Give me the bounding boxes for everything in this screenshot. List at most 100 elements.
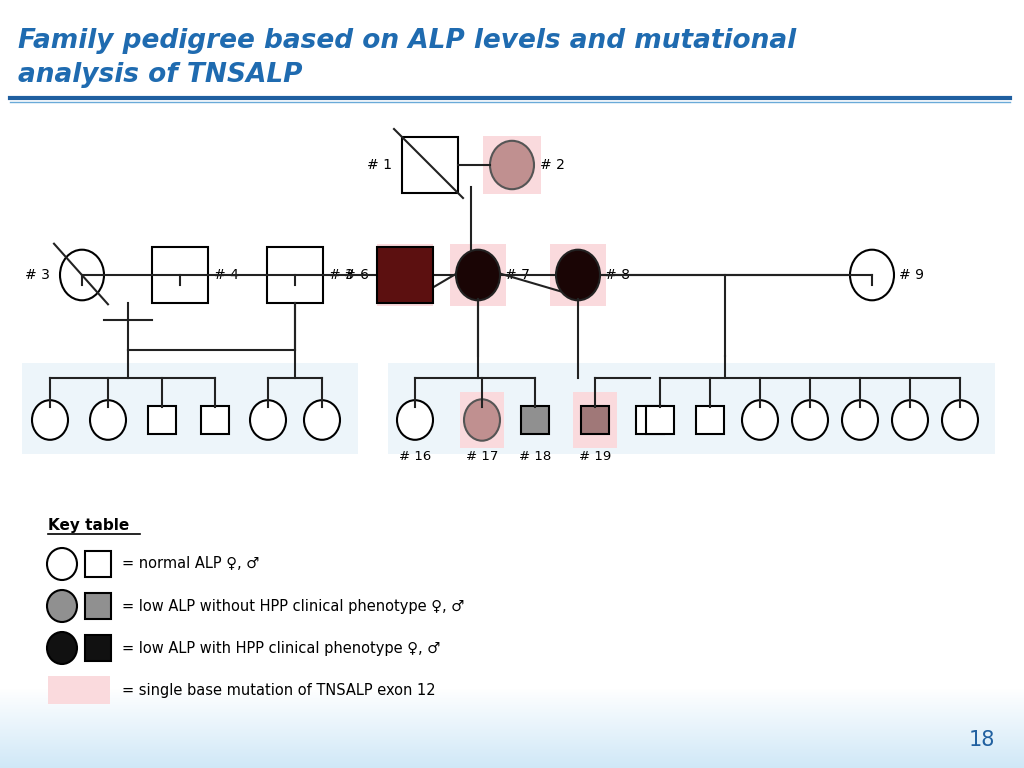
Bar xyxy=(0,757,1024,758)
Bar xyxy=(460,392,504,448)
Bar xyxy=(0,742,1024,743)
Text: # 3: # 3 xyxy=(26,268,50,282)
Bar xyxy=(0,735,1024,736)
Bar xyxy=(0,748,1024,749)
Bar xyxy=(0,691,1024,692)
Bar xyxy=(550,244,606,306)
Bar xyxy=(377,244,433,306)
Bar xyxy=(0,739,1024,740)
Bar xyxy=(646,406,674,434)
Bar xyxy=(85,635,111,661)
Bar xyxy=(0,715,1024,716)
Ellipse shape xyxy=(250,400,286,440)
Bar xyxy=(388,363,995,454)
Text: # 17: # 17 xyxy=(466,449,499,462)
Ellipse shape xyxy=(892,400,928,440)
Bar xyxy=(0,723,1024,724)
Bar xyxy=(0,749,1024,750)
Bar xyxy=(0,720,1024,721)
Ellipse shape xyxy=(464,399,500,441)
Bar xyxy=(0,751,1024,752)
Bar xyxy=(0,737,1024,738)
Bar xyxy=(0,728,1024,729)
Text: # 16: # 16 xyxy=(399,449,431,462)
Bar xyxy=(573,392,617,448)
Bar xyxy=(0,762,1024,763)
Text: Key table: Key table xyxy=(48,518,129,533)
Bar xyxy=(0,700,1024,701)
Bar xyxy=(22,363,358,454)
Bar xyxy=(0,734,1024,735)
Bar xyxy=(48,676,110,704)
Bar xyxy=(0,708,1024,709)
Bar xyxy=(0,709,1024,710)
Bar xyxy=(0,747,1024,748)
Text: = single base mutation of TNSALP exon 12: = single base mutation of TNSALP exon 12 xyxy=(122,683,435,697)
Ellipse shape xyxy=(47,590,77,622)
Text: # 1: # 1 xyxy=(367,158,392,172)
Bar xyxy=(0,713,1024,714)
Bar xyxy=(0,693,1024,694)
Ellipse shape xyxy=(842,400,878,440)
Bar xyxy=(0,756,1024,757)
Bar xyxy=(0,694,1024,695)
Bar xyxy=(0,703,1024,704)
Bar xyxy=(0,711,1024,712)
Bar xyxy=(0,692,1024,693)
Bar xyxy=(0,738,1024,739)
Bar xyxy=(0,750,1024,751)
Bar xyxy=(0,714,1024,715)
Text: # 19: # 19 xyxy=(579,449,611,462)
Text: analysis of TNSALP: analysis of TNSALP xyxy=(18,62,302,88)
Bar xyxy=(0,753,1024,754)
Bar xyxy=(148,406,176,434)
Bar xyxy=(0,755,1024,756)
Bar xyxy=(0,731,1024,732)
Ellipse shape xyxy=(556,250,600,300)
Bar xyxy=(0,702,1024,703)
Bar xyxy=(85,593,111,619)
Bar xyxy=(0,732,1024,733)
Text: # 2: # 2 xyxy=(540,158,565,172)
Bar xyxy=(483,136,541,194)
Ellipse shape xyxy=(47,632,77,664)
Bar xyxy=(0,719,1024,720)
Bar xyxy=(0,760,1024,761)
Bar xyxy=(402,137,458,193)
Ellipse shape xyxy=(742,400,778,440)
Bar xyxy=(0,761,1024,762)
Bar xyxy=(0,763,1024,764)
Ellipse shape xyxy=(490,141,534,189)
Text: # 8: # 8 xyxy=(605,268,630,282)
Bar xyxy=(450,244,506,306)
Bar xyxy=(0,697,1024,698)
Bar xyxy=(0,766,1024,767)
Bar xyxy=(0,704,1024,705)
Text: # 4: # 4 xyxy=(214,268,239,282)
Bar xyxy=(636,406,664,434)
Bar xyxy=(521,406,549,434)
Bar xyxy=(0,721,1024,722)
Bar xyxy=(0,759,1024,760)
Text: = low ALP without HPP clinical phenotype ♀, ♂: = low ALP without HPP clinical phenotype… xyxy=(122,598,464,614)
Bar xyxy=(0,764,1024,765)
Bar xyxy=(0,746,1024,747)
Bar xyxy=(0,740,1024,741)
Text: = normal ALP ♀, ♂: = normal ALP ♀, ♂ xyxy=(122,557,259,571)
Bar xyxy=(0,743,1024,744)
Bar xyxy=(0,733,1024,734)
Bar xyxy=(0,767,1024,768)
Text: = low ALP with HPP clinical phenotype ♀, ♂: = low ALP with HPP clinical phenotype ♀,… xyxy=(122,641,440,656)
Bar xyxy=(0,726,1024,727)
Bar xyxy=(0,724,1024,725)
Bar xyxy=(377,247,433,303)
Text: # 6: # 6 xyxy=(344,268,369,282)
Bar xyxy=(0,716,1024,717)
Bar xyxy=(0,698,1024,699)
Bar xyxy=(201,406,229,434)
Ellipse shape xyxy=(60,250,104,300)
Bar xyxy=(0,744,1024,745)
Text: # 3: # 3 xyxy=(329,268,354,282)
Ellipse shape xyxy=(850,250,894,300)
Bar xyxy=(0,758,1024,759)
